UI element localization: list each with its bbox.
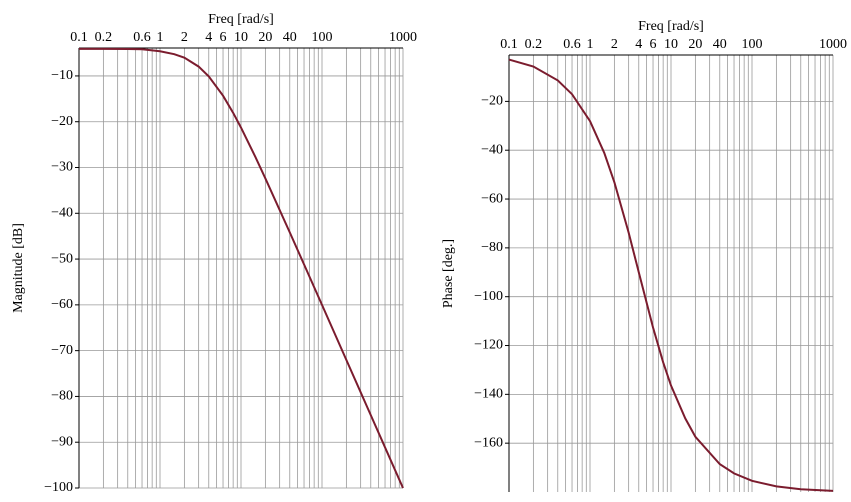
y-tick-label: −40: [51, 206, 73, 221]
y-tick-label: −60: [481, 191, 503, 206]
line: [508, 58, 834, 492]
y-axis-label: Phase [deg.]: [441, 239, 456, 308]
y-tick-label: −100: [44, 480, 73, 495]
x-tick-label: 20: [688, 37, 702, 52]
y-tick-label: −40: [481, 142, 503, 157]
y-tick-label: −50: [51, 251, 73, 266]
y-tick-label: −70: [51, 343, 73, 358]
x-tick-label: 0.2: [525, 37, 543, 52]
y-tick-label: −60: [51, 297, 73, 312]
y-tick-label: −30: [51, 160, 73, 175]
x-axis-label: Freq [rad/s]: [208, 12, 274, 27]
y-axis-label: Magnitude [dB]: [11, 223, 26, 313]
y-tick-label: −140: [474, 387, 503, 402]
x-tick-label: 2: [611, 37, 618, 52]
x-tick-label: 6: [650, 37, 657, 52]
y-tick-label: −120: [474, 338, 503, 353]
plot: 0.1 0.2 0.6 1 2 4 6 10 20 40 100 1000 −20 −40 −60 −80 −1…: [441, 19, 847, 492]
y-tick-label: −20: [481, 94, 503, 109]
plot: 0.1 0.2 0.6 1 2 4 6 10 20 40 100 1000 −10 −20 −30 −40 −5…: [11, 12, 417, 495]
x-tick-label: 2: [181, 30, 188, 45]
x-tick-label: 6: [220, 30, 227, 45]
x-tick-label: 0.1: [500, 37, 518, 52]
x-tick-label: 1000: [389, 30, 417, 45]
x-tick-label: 4: [205, 30, 212, 45]
y-tick-label: −100: [474, 289, 503, 304]
y-tick-label: −10: [51, 68, 73, 83]
x-tick-label: 40: [713, 37, 727, 52]
x-tick-label: 100: [742, 37, 763, 52]
x-tick-label: 0.6: [133, 30, 151, 45]
y-tick-label: −90: [51, 434, 73, 449]
x-tick-label: 1000: [819, 37, 847, 52]
y-tick-label: −80: [481, 240, 503, 255]
x-tick-label: 100: [312, 30, 333, 45]
x-tick-label: 4: [635, 37, 642, 52]
y-tick-label: −20: [51, 114, 73, 129]
y-tick-label: −160: [474, 435, 503, 450]
x-tick-label: 10: [234, 30, 248, 45]
line: [78, 47, 404, 489]
x-tick-label: 0.6: [563, 37, 581, 52]
x-axis-label: Freq [rad/s]: [638, 19, 704, 34]
x-tick-label: 0.2: [95, 30, 113, 45]
x-tick-label: 20: [258, 30, 272, 45]
y-tick-label: −80: [51, 389, 73, 404]
x-tick-label: 0.1: [70, 30, 88, 45]
x-tick-label: 1: [157, 30, 164, 45]
x-tick-label: 40: [283, 30, 297, 45]
x-tick-label: 10: [664, 37, 678, 52]
x-tick-label: 1: [587, 37, 594, 52]
